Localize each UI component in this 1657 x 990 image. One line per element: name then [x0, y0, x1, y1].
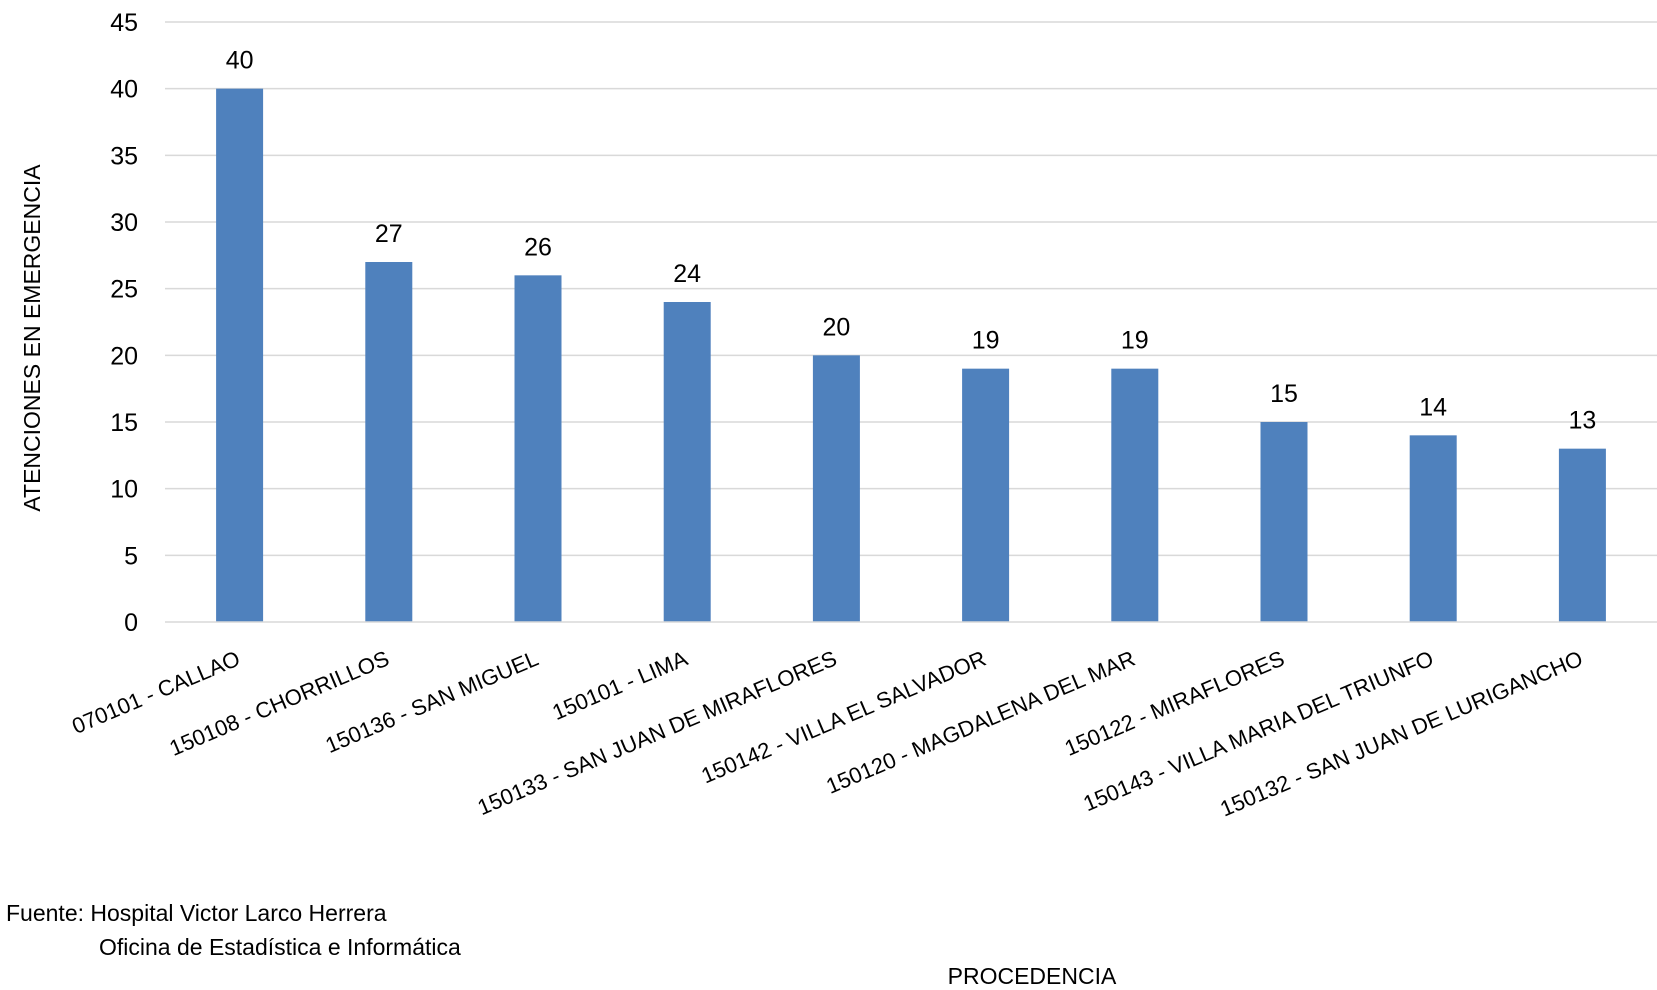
y-tick-label: 30: [110, 209, 138, 237]
data-label: 13: [1568, 407, 1596, 435]
y-tick-label: 15: [110, 409, 138, 437]
y-tick-label: 5: [124, 542, 138, 570]
bar: [1260, 422, 1308, 622]
bar: [1558, 448, 1606, 622]
bar: [663, 302, 711, 622]
bar: [1111, 368, 1159, 622]
source-line-1: Fuente: Hospital Victor Larco Herrera: [6, 900, 387, 926]
data-label: 26: [524, 233, 552, 261]
x-axis-title: PROCEDENCIA: [948, 963, 1117, 989]
bar: [514, 275, 562, 622]
y-tick-label: 40: [110, 76, 138, 104]
source-line-2: Oficina de Estadística e Informática: [99, 934, 461, 960]
y-tick-label: 20: [110, 342, 138, 370]
bar: [962, 368, 1010, 622]
data-label: 15: [1270, 380, 1298, 408]
data-labels: 40 27 26 24 20 19 19 15 14 13: [226, 47, 1597, 435]
bar: [1409, 435, 1457, 622]
bars: [216, 88, 1606, 622]
data-label: 40: [226, 47, 254, 75]
bar: [365, 262, 413, 622]
y-tick-label: 25: [110, 276, 138, 304]
y-tick-label: 35: [110, 142, 138, 170]
source-note: Fuente: Hospital Victor Larco Herrera Of…: [6, 896, 461, 964]
data-label: 20: [822, 313, 850, 341]
data-label: 24: [673, 260, 701, 288]
data-label: 14: [1419, 393, 1447, 421]
data-label: 19: [972, 327, 1000, 355]
y-tick-label: 10: [110, 476, 138, 504]
y-axis-title: ATENCIONES EN EMERGENCIA: [19, 164, 45, 512]
data-label: 19: [1121, 327, 1149, 355]
y-tick-label: 0: [124, 609, 138, 637]
gridlines: [165, 21, 1657, 557]
data-label: 27: [375, 220, 403, 248]
y-tick-label: 45: [110, 9, 138, 37]
bar: [812, 355, 860, 622]
bar: [216, 88, 264, 622]
y-axis-ticks: 0 5 10 15 20 25 30 35 40 45: [110, 9, 138, 637]
